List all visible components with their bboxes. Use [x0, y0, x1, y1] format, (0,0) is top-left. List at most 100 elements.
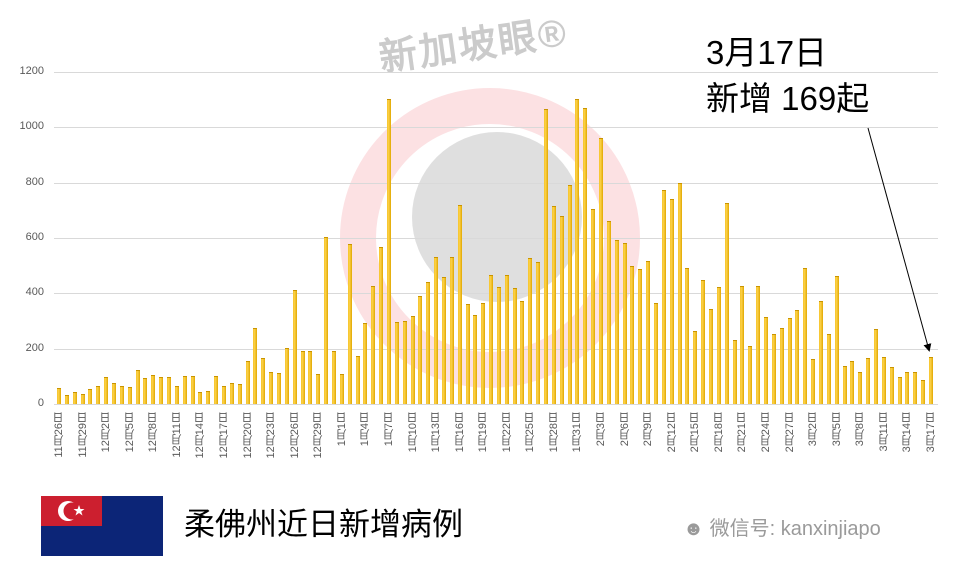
x-tick-label: 3月5日 — [830, 412, 843, 447]
bar — [174, 386, 179, 404]
bar — [583, 108, 588, 404]
bar — [575, 99, 580, 404]
y-tick-label: 1200 — [19, 65, 44, 77]
bar — [881, 357, 886, 404]
bar — [426, 281, 431, 404]
bar — [771, 333, 776, 404]
gridline — [54, 127, 938, 129]
wechat-id: ☻ 微信号: kanxinjiapo — [683, 512, 881, 541]
x-tick-label: 2月24日 — [760, 412, 773, 453]
bar — [803, 268, 808, 404]
bar — [701, 280, 706, 404]
y-tick-label: 800 — [25, 175, 44, 188]
bar — [331, 350, 336, 404]
bar — [379, 247, 384, 404]
y-tick-label: 1000 — [19, 120, 44, 133]
x-tick-label: 12月11日 — [170, 412, 183, 458]
bar — [276, 372, 281, 404]
bar — [111, 383, 116, 404]
bar — [732, 340, 737, 404]
x-tick-label: 1月16日 — [453, 412, 466, 453]
x-tick-label: 12月17日 — [217, 412, 230, 459]
bar — [795, 309, 800, 404]
bar — [740, 285, 745, 404]
bar — [88, 389, 93, 404]
x-tick-label: 1月28日 — [547, 412, 560, 453]
annotation: 3月17日 新增 169起 — [706, 30, 869, 122]
x-tick-label: 1月10日 — [406, 412, 419, 453]
bar — [544, 108, 549, 404]
bar — [449, 256, 454, 404]
bar — [842, 366, 847, 404]
x-tick-label: 2月3日 — [595, 412, 608, 447]
bar — [481, 302, 486, 404]
bar — [245, 361, 250, 404]
wechat-icon: ☻ — [683, 518, 705, 540]
x-tick-label: 12月2日 — [100, 412, 113, 453]
x-tick-label: 1月4日 — [359, 412, 372, 447]
bar — [551, 206, 556, 404]
bar — [316, 374, 321, 404]
bar — [606, 220, 611, 404]
bar — [929, 357, 933, 404]
bar — [921, 379, 926, 404]
x-tick-label: 1月31日 — [571, 412, 584, 453]
x-tick-label: 3月17日 — [925, 412, 937, 453]
annotation-date: 3月17日 — [706, 34, 828, 71]
x-tick-label: 2月6日 — [618, 412, 631, 447]
bar — [339, 373, 344, 404]
bar — [669, 198, 674, 404]
bar — [57, 387, 61, 404]
y-tick-label: 0 — [37, 397, 44, 409]
bar — [72, 391, 77, 404]
bar — [512, 287, 517, 404]
bar — [489, 274, 494, 404]
bar — [685, 268, 690, 404]
bar — [811, 359, 816, 404]
bar — [104, 376, 109, 404]
gridline — [54, 72, 938, 73]
bar — [693, 330, 698, 404]
x-tick-label: 12月8日 — [147, 412, 160, 453]
bar — [646, 260, 651, 404]
johor-flag-icon — [41, 496, 163, 556]
x-tick-label: 1月13日 — [430, 412, 443, 453]
bar — [756, 286, 761, 404]
bar — [473, 314, 478, 404]
bar — [614, 239, 619, 404]
bar — [724, 202, 729, 404]
bar — [622, 242, 627, 404]
x-tick-label: 2月18日 — [712, 412, 725, 453]
bar — [119, 386, 124, 404]
bar — [826, 334, 831, 404]
bar — [496, 287, 501, 404]
bar — [206, 390, 211, 404]
x-tick-label: 2月21日 — [736, 412, 749, 453]
x-tick-label: 3月2日 — [807, 412, 820, 447]
bar — [308, 351, 313, 404]
gridline — [54, 404, 938, 405]
x-tick-label: 3月11日 — [877, 412, 890, 452]
gridline — [54, 238, 938, 239]
bar — [355, 355, 360, 404]
bar — [80, 393, 85, 404]
bar — [151, 374, 156, 404]
bar — [897, 377, 902, 404]
bar — [661, 189, 666, 404]
bar — [410, 315, 415, 404]
annotation-value: 新增 169起 — [706, 80, 870, 117]
x-tick-label: 3月8日 — [854, 412, 867, 447]
y-tick-label: 400 — [25, 286, 44, 299]
bar — [709, 309, 714, 404]
bar — [905, 372, 910, 404]
bar — [779, 328, 784, 404]
crescent-star-icon — [58, 501, 85, 521]
bar — [559, 215, 564, 404]
bar — [214, 376, 219, 404]
y-tick-label: 200 — [25, 341, 44, 354]
x-tick-label: 12月26日 — [288, 412, 301, 459]
bar — [261, 358, 266, 404]
bar — [324, 237, 329, 404]
bar — [819, 300, 824, 404]
x-tick-label: 2月9日 — [642, 412, 655, 447]
